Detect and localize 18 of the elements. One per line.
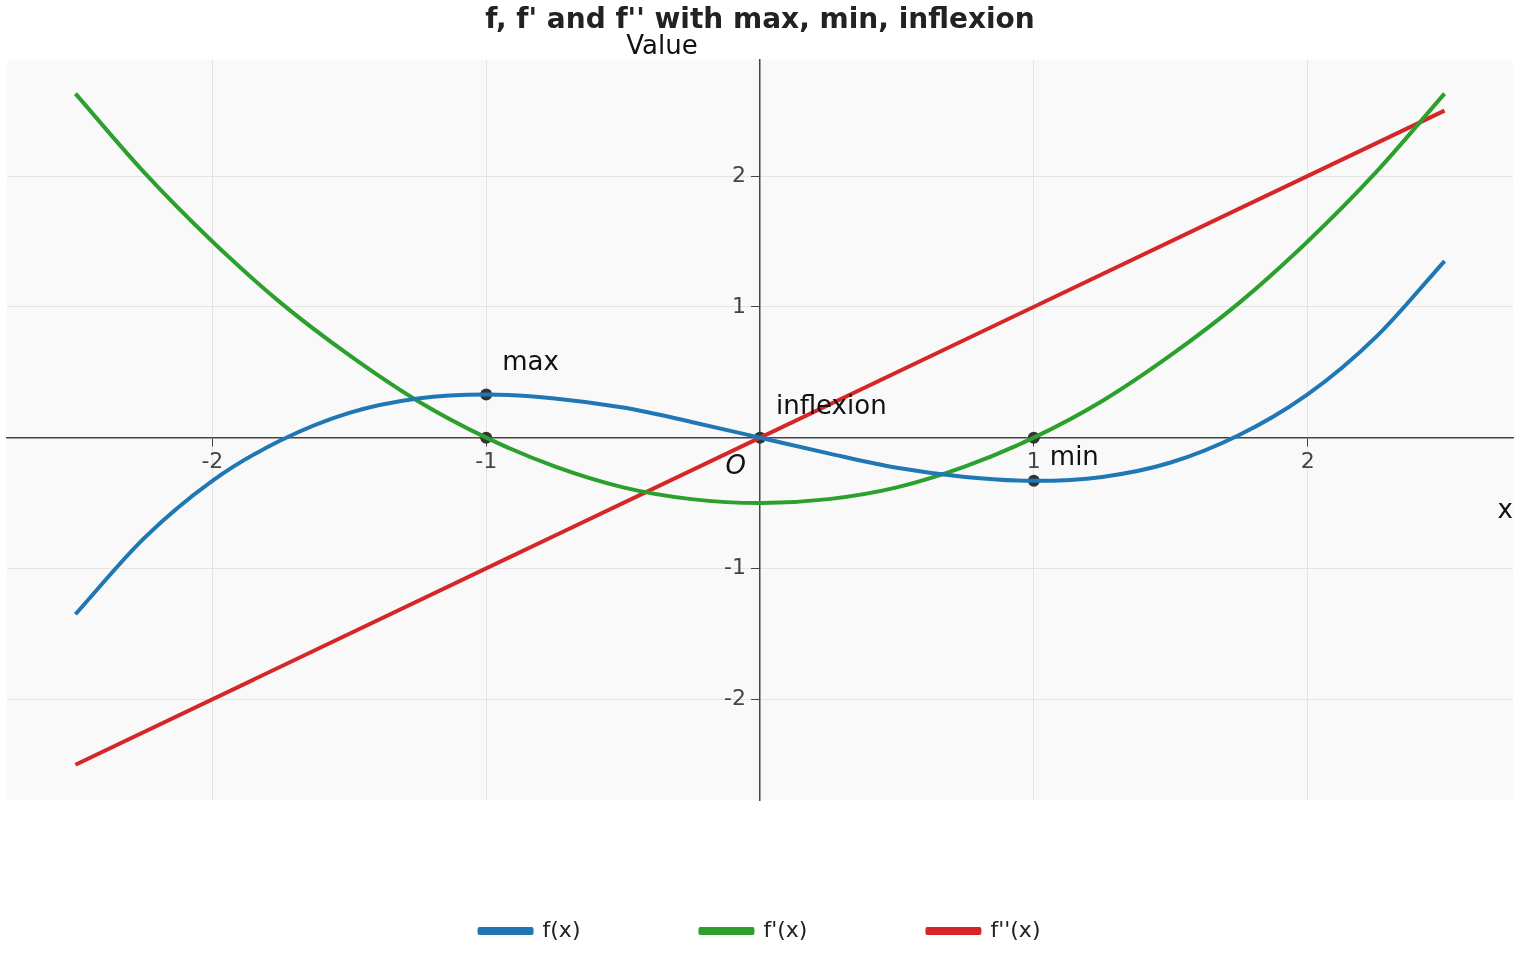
annotation: max — [502, 346, 559, 377]
line-series — [73, 259, 1447, 617]
x-tick-label: 1 — [1026, 447, 1041, 473]
annotation: min — [1049, 440, 1099, 471]
y-tick-label: 2 — [732, 161, 746, 187]
annotation: O — [725, 449, 746, 480]
legend-label: f'(x) — [763, 916, 808, 942]
y-axis-title: Value — [626, 29, 698, 60]
x-tick-label: 2 — [1300, 447, 1315, 473]
y-tick-label: 1 — [732, 292, 746, 318]
line-series — [73, 91, 1447, 506]
x-tick-label: -2 — [201, 447, 224, 473]
x-axis-title: x — [1497, 493, 1513, 524]
y-tick-label: -2 — [724, 684, 746, 710]
legend-label: f''(x) — [990, 916, 1041, 942]
legend-label: f(x) — [542, 916, 581, 942]
x-tick-label: -1 — [475, 447, 498, 473]
y-tick-label: -1 — [724, 554, 746, 580]
